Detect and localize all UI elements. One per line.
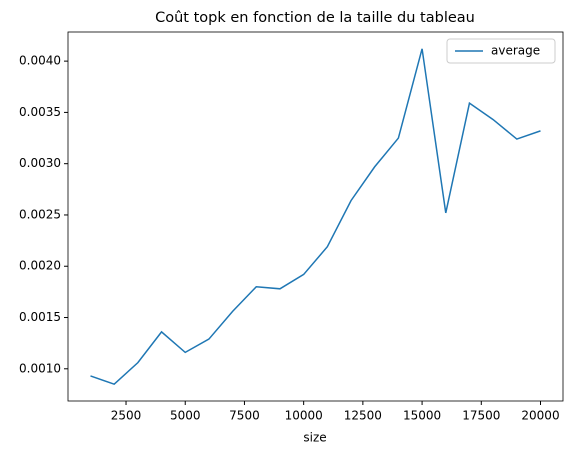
x-tick-label: 15000	[403, 409, 441, 423]
x-tick-label: 7500	[229, 409, 260, 423]
x-tick-label: 5000	[170, 409, 201, 423]
x-tick-label: 10000	[285, 409, 323, 423]
x-tick-label: 17500	[462, 409, 500, 423]
y-tick-label: 0.0010	[19, 361, 61, 375]
data-line	[90, 48, 541, 386]
x-tick-label: 2500	[111, 409, 142, 423]
chart-title: Coût topk en fonction de la taille du ta…	[155, 10, 475, 26]
x-axis-label: size	[303, 431, 326, 445]
x-tick-label: 12500	[344, 409, 382, 423]
plot-frame	[67, 31, 564, 402]
legend-box	[446, 38, 556, 64]
y-tick-label: 0.0015	[19, 310, 61, 324]
y-tick-label: 0.0035	[19, 105, 61, 119]
y-tick-label: 0.0025	[19, 207, 61, 221]
legend-label: average	[491, 44, 540, 58]
y-tick-label: 0.0040	[19, 54, 61, 68]
y-tick-label: 0.0030	[19, 156, 61, 170]
y-tick-label: 0.0020	[19, 259, 61, 273]
x-tick-label: 20000	[521, 409, 559, 423]
